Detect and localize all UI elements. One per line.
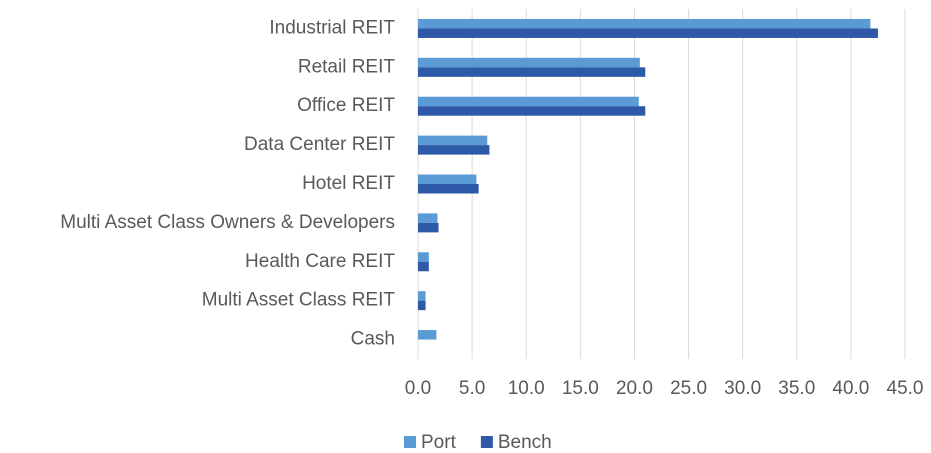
- x-tick-label: 45.0: [887, 378, 924, 399]
- x-tick-label: 25.0: [670, 378, 707, 399]
- bar: [418, 145, 490, 155]
- bar: [418, 291, 426, 301]
- y-tick-label: Industrial REIT: [269, 17, 395, 38]
- bar: [418, 67, 646, 77]
- bar: [418, 57, 640, 68]
- x-tick-label: 40.0: [832, 378, 869, 399]
- bar: [418, 174, 477, 184]
- bar: [418, 106, 646, 116]
- x-tick-label: 20.0: [616, 378, 653, 399]
- bar: [418, 222, 439, 233]
- x-tick-label: 0.0: [405, 378, 431, 399]
- bar: [418, 213, 438, 223]
- y-tick-label: Multi Asset Class REIT: [202, 290, 396, 311]
- bar: [418, 252, 429, 262]
- bar: [418, 330, 437, 340]
- y-tick-label: Cash: [351, 329, 395, 350]
- bar: [418, 96, 639, 107]
- bar: [418, 18, 871, 29]
- y-tick-label: Health Care REIT: [245, 251, 395, 272]
- y-tick-label: Data Center REIT: [244, 134, 395, 155]
- y-tick-label: Multi Asset Class Owners & Developers: [60, 212, 395, 233]
- x-tick-label: 5.0: [459, 378, 485, 399]
- bar: [418, 261, 429, 272]
- x-tick-label: 35.0: [778, 378, 815, 399]
- x-tick-label: 15.0: [562, 378, 599, 399]
- legend-label: Bench: [498, 432, 552, 453]
- legend-swatch: [404, 436, 416, 448]
- legend-label: Port: [421, 432, 457, 453]
- bar: [418, 28, 878, 38]
- y-tick-label: Office REIT: [297, 95, 395, 116]
- bar: [418, 135, 488, 146]
- y-tick-label: Retail REIT: [298, 56, 396, 77]
- y-tick-label: Hotel REIT: [302, 173, 395, 194]
- x-tick-label: 10.0: [508, 378, 545, 399]
- bar: [418, 184, 479, 194]
- legend-swatch: [480, 436, 493, 448]
- bar: [418, 300, 426, 311]
- x-tick-label: 30.0: [724, 378, 761, 399]
